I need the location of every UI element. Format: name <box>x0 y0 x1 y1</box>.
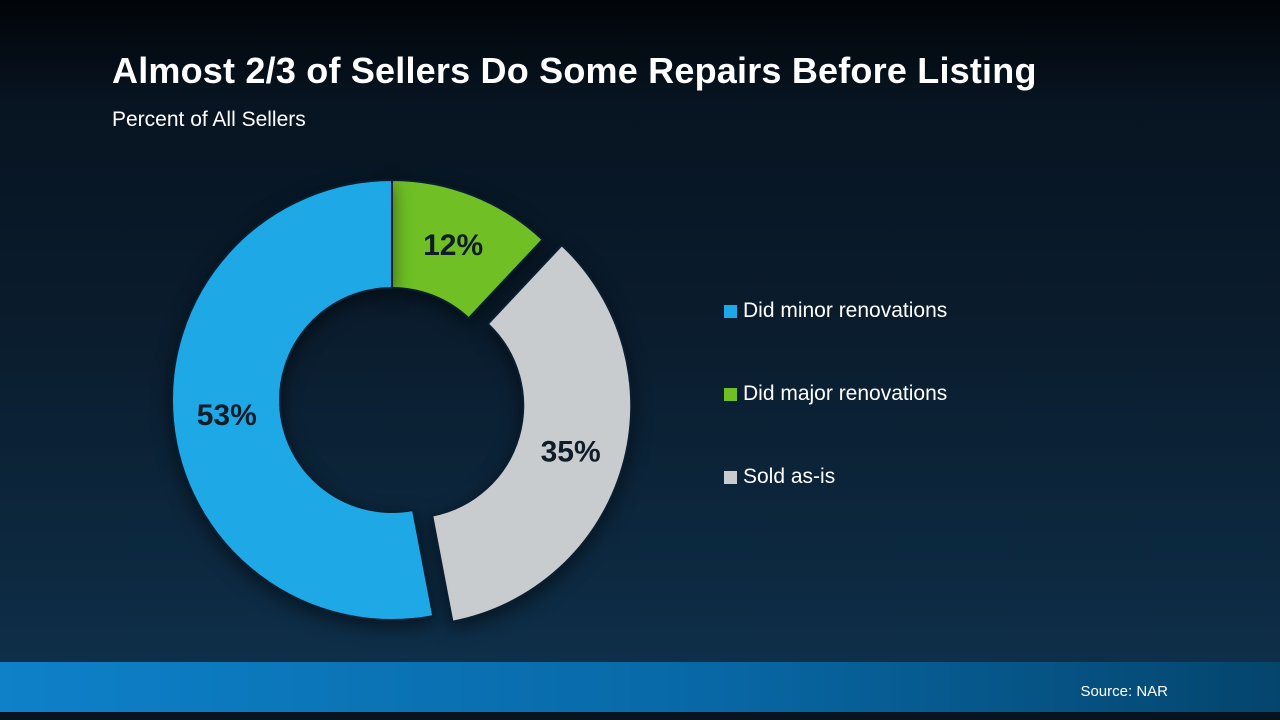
slice-data-label-did-major-renovations: 12% <box>423 229 483 262</box>
donut-segment-did-major-renovations <box>391 178 545 320</box>
chart-title: Almost 2/3 of Sellers Do Some Repairs Be… <box>112 50 1037 91</box>
legend-swatch-sold-as-is <box>724 470 737 484</box>
legend-swatch-major-renovations <box>724 387 737 401</box>
source-attribution: Source: NAR <box>1080 683 1168 700</box>
footer-edge <box>0 712 1280 720</box>
legend-item-sold-as-is: Sold as-is <box>724 465 947 489</box>
footer-bar <box>0 662 1280 712</box>
legend-label-sold-as-is: Sold as-is <box>743 465 836 488</box>
legend-label-minor-renovations: Did minor renovations <box>743 299 948 322</box>
chart-legend: Did minor renovations Did major renovati… <box>724 299 947 489</box>
donut-segment-sold-as-is <box>431 243 633 623</box>
legend-item-major-renovations: Did major renovations <box>724 382 947 406</box>
legend-label-major-renovations: Did major renovations <box>743 382 948 405</box>
legend-swatch-minor-renovations <box>724 304 737 318</box>
donut-segment-did-minor-renovations <box>171 178 435 621</box>
chart-subtitle: Percent of All Sellers <box>112 108 306 131</box>
slice-data-label-did-minor-renovations: 53% <box>197 399 257 432</box>
legend-item-minor-renovations: Did minor renovations <box>724 299 947 323</box>
slice-data-label-sold-as-is: 35% <box>541 435 601 468</box>
